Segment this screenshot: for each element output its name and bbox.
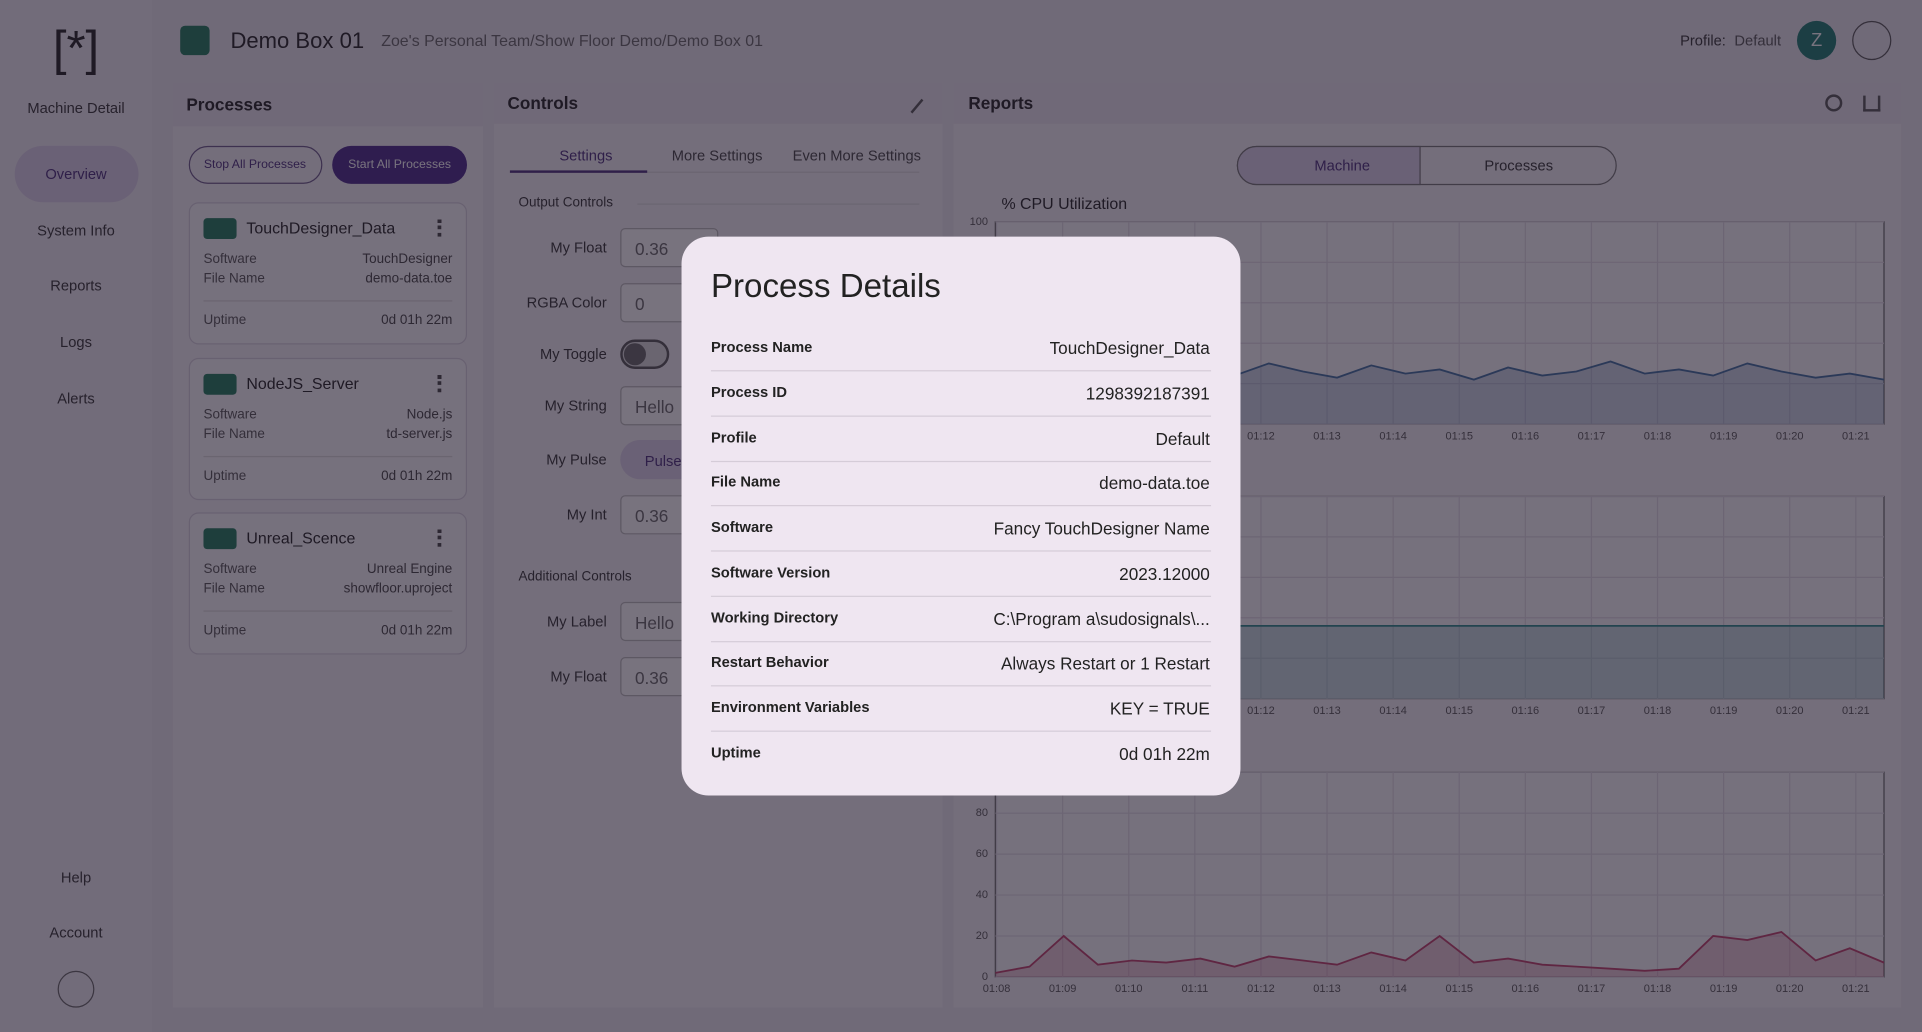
detail-label: Uptime	[710, 743, 761, 761]
divider	[710, 460, 1212, 462]
divider	[710, 505, 1212, 507]
detail-value: Default	[1155, 428, 1210, 449]
detail-value: 1298392187391	[1085, 383, 1210, 403]
detail-value: Always Restart or 1 Restart	[1000, 653, 1210, 674]
divider	[710, 640, 1212, 642]
detail-value: TouchDesigner_Data	[1049, 338, 1210, 358]
divider	[710, 685, 1212, 687]
detail-label: Software Version	[710, 563, 831, 581]
detail-label: Process ID	[710, 383, 788, 401]
detail-value: Fancy TouchDesigner Name	[993, 518, 1210, 539]
detail-value: 0d 01h 22m	[1119, 743, 1210, 764]
divider	[710, 415, 1212, 417]
detail-value: 2023.12000	[1119, 563, 1210, 584]
detail-value: KEY = TRUE	[1109, 698, 1210, 719]
detail-label: Working Directory	[710, 608, 839, 626]
divider	[710, 595, 1212, 597]
detail-label: Profile	[710, 428, 757, 446]
divider	[710, 370, 1212, 372]
divider	[710, 730, 1212, 732]
modal	[681, 236, 1241, 796]
modal-title: Process Details	[710, 267, 941, 305]
detail-label: Restart Behavior	[710, 653, 829, 671]
divider	[710, 550, 1212, 552]
detail-label: Process Name	[710, 338, 813, 356]
detail-value: C:\Program a\sudosignals\...	[993, 608, 1210, 629]
detail-label: Software	[710, 518, 774, 536]
detail-value: demo-data.toe	[1099, 473, 1210, 494]
detail-label: Environment Variables	[710, 698, 870, 716]
detail-label: File Name	[710, 473, 781, 491]
